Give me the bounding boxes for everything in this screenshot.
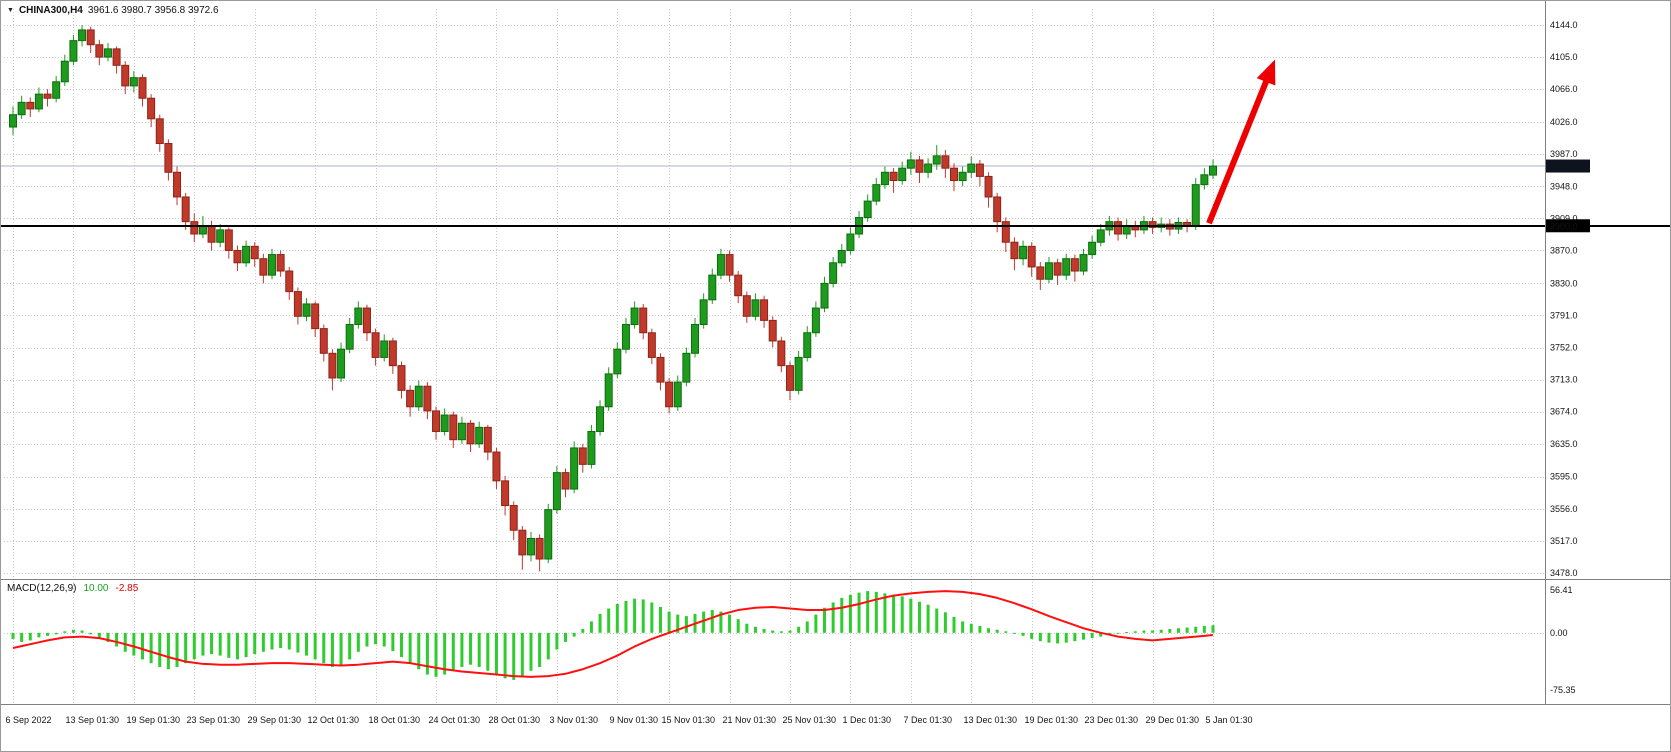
time-tick-label: 13 Sep 01:30 — [66, 715, 120, 725]
time-tick-label: 25 Nov 01:30 — [783, 715, 837, 725]
current-price-badge — [1546, 159, 1590, 173]
price-tick-label: 3517.0 — [1550, 536, 1578, 546]
price-tick-label: 3595.0 — [1550, 472, 1578, 482]
price-tick-label: 3987.0 — [1550, 149, 1578, 159]
macd-layer — [11, 590, 1215, 680]
time-tick-label: 24 Oct 01:30 — [429, 715, 481, 725]
time-tick-label: 5 Jan 01:30 — [1206, 715, 1253, 725]
time-tick-label: 13 Dec 01:30 — [964, 715, 1018, 725]
price-tick-label: 3948.0 — [1550, 181, 1578, 191]
grid-layer — [4, 9, 1545, 704]
hline-price-badge-text: 3900.0 — [1550, 221, 1578, 231]
macd-header: MACD(12,26,9) 10.00 -2.85 — [7, 583, 138, 594]
time-tick-label: 7 Dec 01:30 — [904, 715, 953, 725]
macd-signal-line — [12, 590, 1214, 678]
symbol-label: CHINA300,H4 — [18, 5, 83, 16]
time-tick-label: 29 Dec 01:30 — [1146, 715, 1200, 725]
trend-arrow[interactable] — [1206, 59, 1276, 225]
price-tick-label: 3870.0 — [1550, 245, 1578, 255]
symbol-dropdown-icon[interactable]: ▼ — [7, 7, 14, 14]
macd-signal-value: -2.85 — [115, 583, 139, 594]
price-tick-label: 4105.0 — [1550, 52, 1578, 62]
time-tick-label: 19 Sep 01:30 — [127, 715, 181, 725]
time-tick-label: 19 Dec 01:30 — [1025, 715, 1079, 725]
time-tick-label: 28 Oct 01:30 — [489, 715, 541, 725]
time-tick-label: 1 Dec 01:30 — [843, 715, 892, 725]
time-tick-label: 18 Oct 01:30 — [369, 715, 421, 725]
macd-tick-label: 0.00 — [1550, 628, 1568, 638]
time-tick-label: 21 Nov 01:30 — [723, 715, 777, 725]
price-tick-label: 3909.0 — [1550, 213, 1578, 223]
time-tick-label: 9 Nov 01:30 — [610, 715, 659, 725]
time-tick-label: 3 Nov 01:30 — [550, 715, 599, 725]
candles-layer — [9, 25, 1217, 572]
macd-tick-label: 56.41 — [1550, 585, 1573, 595]
price-tick-label: 4066.0 — [1550, 84, 1578, 94]
macd-indicator-name: MACD(12,26,9) — [7, 583, 77, 594]
price-tick-label: 3830.0 — [1550, 278, 1578, 288]
chart-header: ▼ CHINA300,H4 3961.6 3980.7 3956.8 3972.… — [7, 5, 219, 16]
time-tick-label: 6 Sep 2022 — [6, 715, 52, 725]
price-tick-label: 3478.0 — [1550, 568, 1578, 578]
price-axis: 4144.0 4105.0 4066.0 4026.0 3987.0 3948.0 3909… — [1550, 20, 1578, 695]
current-price-badge-text: 3972.6 — [1550, 162, 1578, 172]
time-axis: 6 Sep 2022 13 Sep 01:30 19 Sep 01:30 23 Sep… — [6, 715, 1253, 725]
price-tick-label: 3752.0 — [1550, 343, 1578, 353]
hline-price-badge — [1546, 219, 1590, 233]
price-tick-label: 4144.0 — [1550, 20, 1578, 30]
price-tick-label: 4026.0 — [1550, 117, 1578, 127]
time-tick-label: 12 Oct 01:30 — [308, 715, 360, 725]
ohlc-values: 3961.6 3980.7 3956.8 3972.6 — [87, 5, 219, 16]
macd-main-value: 10.00 — [83, 583, 109, 594]
time-tick-label: 23 Dec 01:30 — [1085, 715, 1139, 725]
time-tick-label: 15 Nov 01:30 — [662, 715, 716, 725]
time-tick-label: 23 Sep 01:30 — [187, 715, 241, 725]
price-tick-label: 3713.0 — [1550, 375, 1578, 385]
price-tick-label: 3791.0 — [1550, 310, 1578, 320]
price-tick-label: 3635.0 — [1550, 439, 1578, 449]
macd-tick-label: -75.35 — [1550, 685, 1576, 695]
price-tick-label: 3556.0 — [1550, 504, 1578, 514]
price-tick-label: 3674.0 — [1550, 407, 1578, 417]
time-tick-label: 29 Sep 01:30 — [248, 715, 302, 725]
